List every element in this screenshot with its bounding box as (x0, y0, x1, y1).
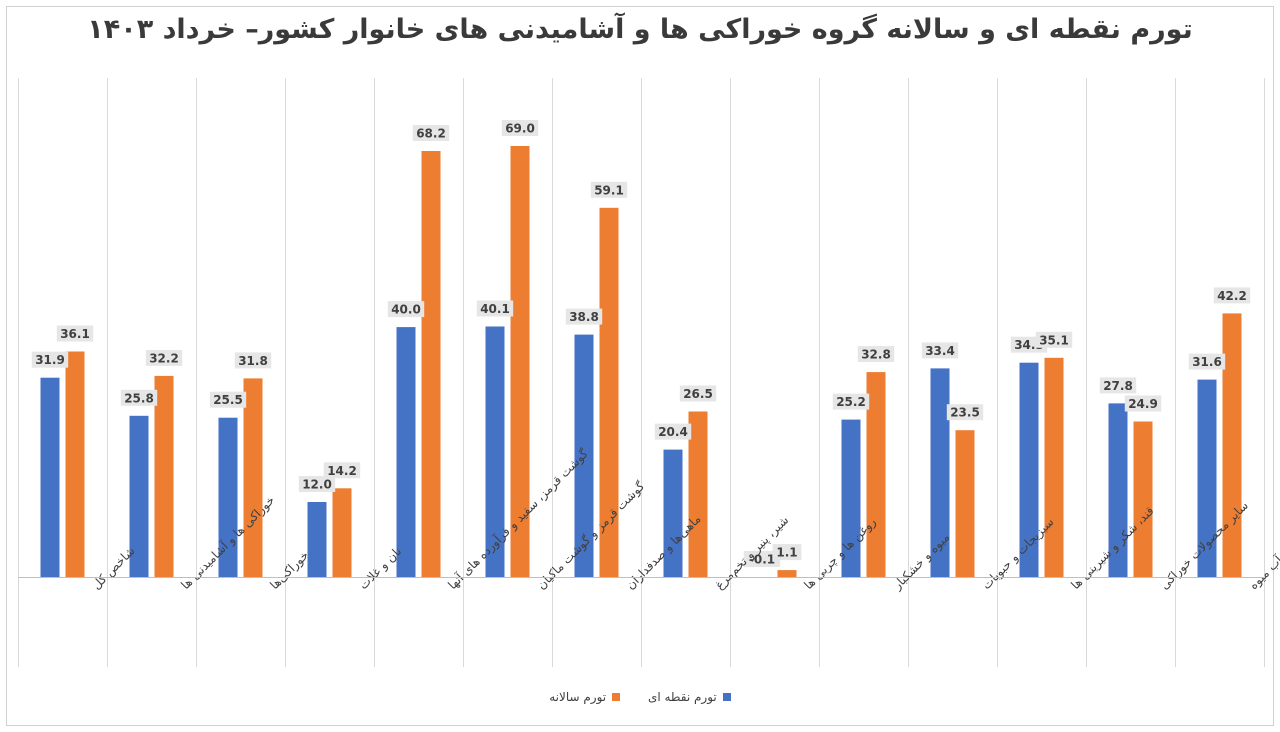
data-label-point: 25.8 (124, 391, 154, 405)
category-label: چای، قهوه، کاکائو، نوشابه و آب میوه (1246, 452, 1280, 593)
data-label-point: 40.0 (391, 303, 421, 317)
data-label-annual: 1.1 (776, 546, 797, 560)
data-label-bg (234, 352, 272, 369)
data-label-bg (501, 120, 539, 136)
data-label-bg (412, 125, 450, 141)
data-label-bg (1213, 287, 1251, 304)
bar-point (663, 449, 683, 577)
data-label-bg (120, 389, 158, 406)
data-label-annual: 32.2 (149, 351, 179, 365)
data-label-point: 31.6 (1192, 355, 1222, 369)
bar-point (1197, 379, 1217, 577)
data-label-point: 25.5 (213, 393, 243, 407)
bar-point (396, 327, 416, 577)
data-label-annual: 32.8 (861, 348, 891, 362)
bar-annual (510, 146, 530, 577)
bar-point (1019, 362, 1039, 577)
bar-annual (688, 411, 708, 577)
data-label-bg (1099, 377, 1137, 394)
data-label-bg (1188, 353, 1226, 370)
category-label: خوراکی‌ها (267, 548, 312, 593)
legend-label-annual: تورم سالانه (549, 690, 607, 704)
data-label-bg (832, 393, 870, 410)
bar-annual (777, 570, 797, 577)
bar-annual (866, 372, 886, 577)
bar-annual (1133, 421, 1153, 577)
data-label-annual: 69.0 (505, 122, 535, 136)
legend: تورم سالانه تورم نقطه ای (0, 690, 1280, 704)
data-label-bg (1035, 331, 1073, 348)
legend-swatch-annual (612, 693, 621, 701)
data-label-bg (1124, 395, 1162, 412)
data-label-annual: 42.2 (1217, 289, 1247, 303)
data-label-bg (476, 300, 514, 317)
data-label-point: 25.2 (836, 395, 866, 409)
bar-annual (1222, 313, 1242, 577)
data-label-bg (654, 423, 692, 440)
data-label-bg (857, 346, 895, 363)
data-label-bg (145, 349, 183, 366)
bar-point (574, 334, 594, 577)
data-label-bg (323, 462, 361, 479)
data-label-annual: 68.2 (416, 127, 446, 141)
data-label-bg (387, 301, 425, 318)
data-label-annual: 36.1 (60, 327, 90, 341)
data-label-point: 27.8 (1103, 379, 1133, 393)
bar-point (485, 326, 505, 577)
legend-item-point: تورم نقطه ای (648, 690, 731, 704)
data-label-point: 40.1 (480, 302, 510, 316)
bar-point (307, 502, 327, 577)
bars (40, 146, 1242, 578)
data-label-annual: 14.2 (327, 464, 357, 478)
data-label-bg (946, 404, 984, 421)
data-label-annual: 35.1 (1039, 333, 1069, 347)
legend-item-annual: تورم سالانه (549, 690, 621, 704)
data-label-point: -0.1 (749, 553, 775, 567)
data-labels: 31.9 36.1 25.8 32.2 25.5 31.8 12.014.2 40.0 68.2… (31, 120, 1251, 567)
data-label-point: 12.0 (302, 478, 332, 492)
bar-annual (1044, 357, 1064, 577)
bar-annual (154, 375, 174, 577)
grid-lines (18, 78, 1265, 667)
data-label-bg (31, 351, 69, 368)
chart-title: تورم نقطه ای و سالانه گروه خوراکی ها و آ… (87, 14, 1193, 45)
data-label-annual: 26.5 (683, 387, 713, 401)
data-label-point: 20.4 (658, 425, 688, 439)
bar-point (1108, 403, 1128, 577)
bar-point (129, 415, 149, 577)
data-label-point: 33.4 (925, 344, 955, 358)
data-label-bg (590, 181, 628, 198)
legend-label-point: تورم نقطه ای (647, 690, 717, 704)
bar-annual (65, 351, 85, 577)
data-label-bg (679, 385, 717, 402)
bar-annual (243, 378, 263, 577)
data-label-bg (772, 544, 802, 561)
data-label-bg (743, 551, 781, 567)
data-label-annual: 59.1 (594, 183, 624, 197)
bar-point (218, 417, 238, 577)
data-label-bg (56, 325, 94, 342)
bar-point (930, 368, 950, 577)
data-label-annual: 23.5 (950, 406, 980, 420)
data-label-point: 31.9 (35, 353, 65, 367)
data-label-bg (565, 308, 603, 325)
bar-annual (955, 430, 975, 577)
data-label-bg (209, 391, 247, 408)
bar-annual (599, 207, 619, 578)
data-label-bg (921, 342, 959, 359)
bar-annual (332, 488, 352, 577)
data-label-point: 38.8 (569, 310, 599, 324)
bar-point (40, 377, 60, 577)
legend-swatch-point (722, 693, 731, 701)
data-label-annual: 24.9 (1128, 397, 1158, 411)
bar-point (841, 419, 861, 577)
data-label-annual: 31.8 (238, 354, 268, 368)
bar-annual (421, 151, 441, 577)
data-label-bg (298, 476, 336, 492)
